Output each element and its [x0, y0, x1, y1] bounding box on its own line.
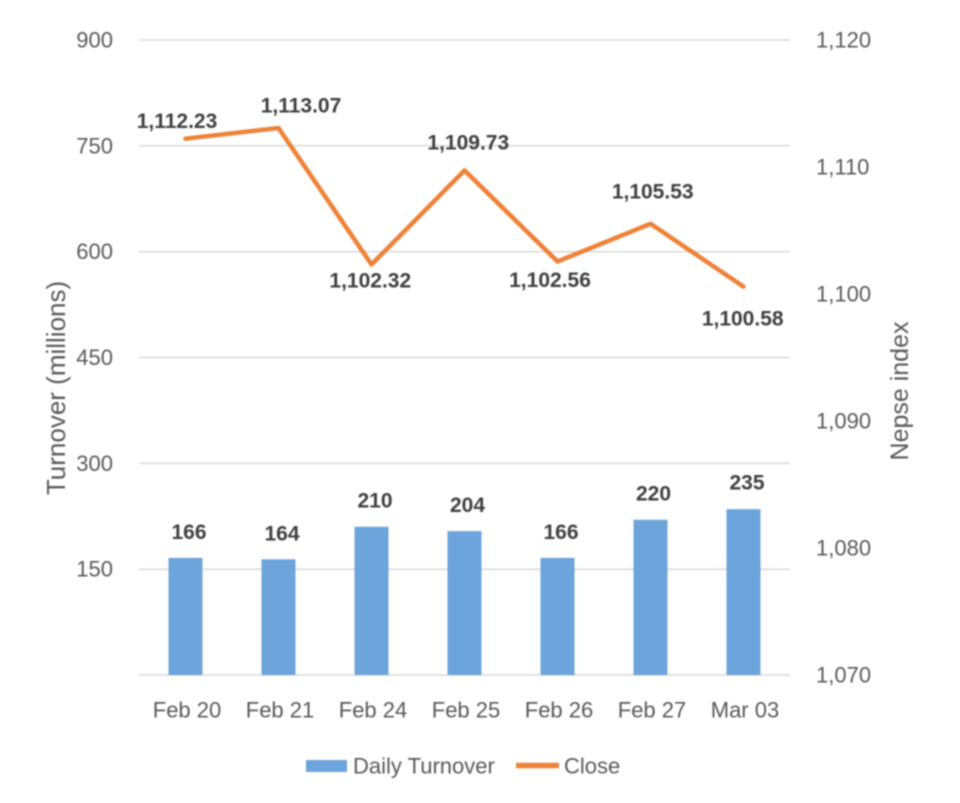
svg-text:Mar 03: Mar 03 [711, 698, 779, 723]
svg-text:1,112.23: 1,112.23 [137, 110, 218, 133]
svg-text:Feb 21: Feb 21 [246, 698, 315, 723]
svg-text:1,090: 1,090 [816, 409, 871, 434]
svg-text:220: 220 [636, 482, 671, 505]
svg-text:1,102.56: 1,102.56 [509, 269, 591, 292]
svg-text:166: 166 [171, 521, 206, 544]
svg-text:1,100: 1,100 [816, 282, 871, 307]
svg-text:1,110: 1,110 [816, 155, 869, 180]
svg-text:Nepse index: Nepse index [886, 321, 914, 460]
svg-text:Daily Turnover: Daily Turnover [353, 754, 495, 779]
svg-text:1,120: 1,120 [816, 28, 871, 53]
svg-text:Close: Close [564, 754, 620, 779]
svg-text:600: 600 [76, 239, 113, 264]
svg-text:1,100.58: 1,100.58 [702, 307, 784, 330]
svg-text:166: 166 [543, 521, 578, 544]
svg-text:Feb 26: Feb 26 [525, 698, 594, 723]
svg-text:Feb 25: Feb 25 [432, 698, 501, 723]
svg-text:1,105.53: 1,105.53 [612, 181, 694, 204]
svg-text:235: 235 [729, 472, 764, 495]
svg-text:1,080: 1,080 [816, 536, 871, 561]
svg-text:1,109.73: 1,109.73 [427, 131, 509, 154]
svg-text:750: 750 [76, 133, 113, 158]
svg-text:Feb 20: Feb 20 [153, 698, 222, 723]
svg-text:Turnover (millions): Turnover (millions) [41, 281, 71, 495]
svg-text:150: 150 [76, 557, 113, 582]
svg-text:450: 450 [76, 345, 113, 370]
svg-text:1,113.07: 1,113.07 [261, 95, 342, 118]
svg-text:164: 164 [264, 522, 299, 545]
svg-text:210: 210 [357, 489, 392, 512]
svg-text:Feb 27: Feb 27 [618, 698, 687, 723]
svg-text:1,070: 1,070 [816, 663, 871, 688]
svg-text:204: 204 [450, 494, 485, 517]
svg-text:900: 900 [76, 28, 113, 53]
svg-text:300: 300 [76, 451, 113, 476]
svg-text:Feb 24: Feb 24 [339, 698, 408, 723]
svg-text:1,102.32: 1,102.32 [329, 270, 411, 293]
